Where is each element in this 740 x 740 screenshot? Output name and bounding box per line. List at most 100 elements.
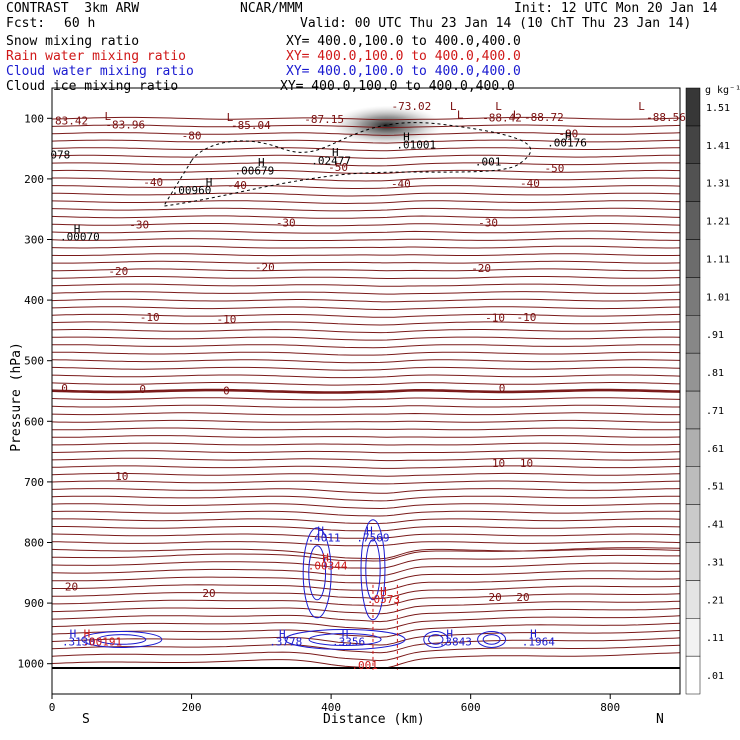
extremum-label: L [638, 100, 645, 113]
colorbar-swatch [685, 277, 701, 316]
isotherm-line [52, 177, 681, 182]
colorbar-swatch [685, 618, 701, 657]
contour-label: 20 [488, 591, 501, 604]
extremum-label: -88.56 [646, 111, 686, 124]
colorbar-label: 1.11 [706, 254, 730, 265]
extremum-label: .3778 [269, 635, 302, 648]
isotherm-line [51, 298, 681, 303]
isotherm-line [51, 132, 681, 136]
contour-label: -80 [558, 127, 578, 140]
extremum-label: H [342, 627, 349, 640]
cloud-water-contour [81, 630, 163, 648]
isotherm-line [51, 480, 681, 485]
extremum-label: L [457, 109, 464, 122]
isotherm-line [51, 245, 681, 249]
isotherm-line [51, 541, 681, 547]
contour-label: -40 [391, 178, 411, 191]
colorbar-label: .51 [706, 482, 724, 493]
isotherm-line [51, 154, 680, 159]
isotherm-line [51, 230, 681, 234]
isotherm-line [52, 585, 681, 599]
extremum-label: H [70, 627, 77, 640]
isotherm-line [51, 637, 681, 654]
isotherm-line [51, 200, 681, 205]
isotherm-line [51, 291, 681, 295]
contour-label: -80 [182, 129, 202, 142]
contour-label: -10 [517, 311, 537, 324]
colorbar-label: .81 [706, 368, 724, 379]
extremum-label: .7569 [356, 532, 389, 545]
extremum-label: .02477 [311, 155, 351, 168]
extremum-label: L [105, 110, 112, 123]
cloud-water-contour [423, 630, 449, 648]
isotherm-line [51, 510, 681, 517]
colorbar-unit: g kg⁻¹ [705, 85, 740, 96]
isotherm-line [52, 593, 681, 607]
contour-label: 20 [65, 581, 78, 594]
valid-time: Valid: 00 UTC Thu 23 Jan 14 (10 ChT Thu … [300, 16, 692, 31]
isotherm-line [52, 435, 681, 438]
isotherm-line [51, 328, 680, 334]
field-name-rain: Rain water mixing ratio [6, 49, 187, 64]
colorbar-swatch [685, 580, 701, 619]
x-tick-label: 0 [49, 701, 56, 714]
isotherm-line [51, 382, 681, 386]
field-xy-rain: XY= 400.0,100.0 to 400.0,400.0 [286, 49, 521, 64]
isotherm-line [51, 503, 681, 510]
isotherm-line [51, 465, 681, 469]
extremum-label: .00344 [308, 560, 348, 573]
plot-title: CONTRAST 3km ARW [6, 1, 140, 16]
isotherm-line [51, 283, 681, 287]
contour-label: -40 [227, 179, 247, 192]
colorbar-swatch [685, 542, 701, 581]
field-xy-cloud-ice: XY= 400.0,100.0 to 400.0,400.0 [280, 79, 515, 94]
organization-label: NCAR/MMM [240, 1, 303, 16]
extremum-label: H [206, 176, 213, 189]
colorbar-swatch [685, 352, 701, 392]
contour-label: 0 [223, 384, 230, 397]
cloud-water-contour [308, 545, 327, 601]
forecast-label: Fcst: [6, 16, 46, 31]
isotherm-line [51, 533, 681, 539]
y-axis-title: Pressure (hPa) [8, 342, 24, 452]
contour-label: 10 [115, 470, 128, 483]
extremum-label: -85.04 [231, 119, 271, 132]
field-name-cloud-water: Cloud water mixing ratio [6, 64, 194, 79]
isotherm-line [51, 644, 681, 662]
isotherm-line [51, 388, 681, 394]
contour-label: 0 [499, 382, 506, 395]
isotherm-line [51, 162, 680, 167]
isotherm-line [52, 260, 681, 264]
extremum-label: H [403, 130, 410, 143]
x-tick-label: 200 [182, 701, 202, 714]
colorbar-label: .61 [706, 444, 724, 455]
isotherm-line [51, 276, 681, 279]
cloud-water-contour [360, 519, 386, 621]
x-tick-label: 400 [321, 701, 341, 714]
isotherm-line [51, 116, 681, 121]
x-tick-label: 800 [600, 701, 620, 714]
isotherm-line [51, 306, 681, 311]
contour-label: -20 [108, 265, 128, 278]
extremum-label: L [495, 100, 502, 113]
extremum-label: .3843 [439, 635, 472, 648]
isotherm-line [51, 207, 681, 212]
y-tick-label: 700 [24, 476, 44, 489]
isotherm-line [51, 457, 681, 462]
contour-label: -10 [140, 311, 160, 324]
colorbar-label: .21 [706, 595, 724, 606]
contour-label: 0 [61, 382, 68, 395]
y-tick-label: 500 [24, 355, 44, 368]
colorbar-label: 1.21 [706, 217, 730, 228]
snow-max-shading [331, 105, 442, 146]
isotherm-line [51, 321, 681, 326]
extremum-label: .001 [351, 659, 378, 672]
cloud-water-contour [302, 527, 332, 619]
isotherm-line [52, 351, 681, 356]
isotherm-line [51, 608, 681, 623]
extremum-label: H [565, 129, 572, 142]
field-name-snow: Snow mixing ratio [6, 34, 140, 49]
x-axis-title: Distance (km) [323, 712, 425, 727]
extremum-label: L [450, 100, 457, 113]
